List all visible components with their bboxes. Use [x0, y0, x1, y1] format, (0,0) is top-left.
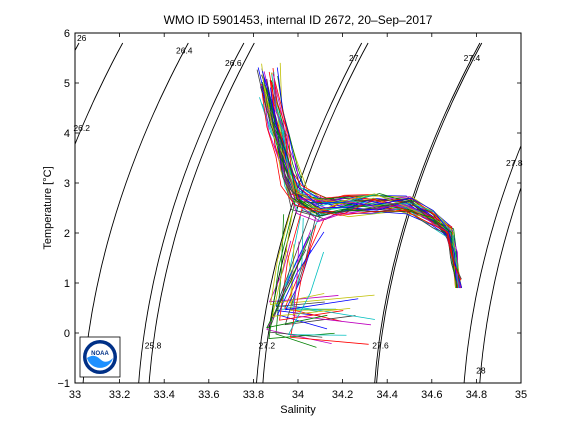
noaa-logo-text: NOAA	[91, 351, 109, 357]
profile-line	[284, 249, 359, 311]
isopycnal-label: 27.4	[464, 53, 481, 63]
profile-line	[275, 209, 325, 307]
profile-lines	[256, 62, 463, 348]
y-axis-ticks: −1 0 1 2 3 4 5 6	[57, 28, 521, 390]
isopycnal-line	[148, 42, 255, 383]
profile-line	[261, 83, 456, 289]
profile-line	[285, 248, 375, 304]
isopycnal-label: 27.6	[372, 341, 389, 351]
isopycnal-line	[479, 186, 521, 383]
y-tick-label: 0	[64, 328, 70, 340]
x-tick-label: 33	[69, 389, 81, 401]
noaa-logo-wave	[87, 355, 113, 368]
isopycnal-label: 27.8	[506, 158, 523, 168]
profile-line	[274, 91, 458, 289]
y-tick-label: 2	[64, 228, 70, 240]
isopycnal-label: 27.2	[259, 341, 276, 351]
isopycnal-line	[256, 42, 363, 383]
profile-line	[272, 72, 462, 289]
x-axis-label: Salinity	[280, 404, 316, 416]
y-tick-label: 4	[64, 128, 70, 140]
x-tick-label: 33.2	[109, 389, 130, 401]
isopycnal-label: 26.4	[176, 46, 193, 56]
isopycnal-line	[75, 42, 80, 52]
profile-line	[270, 80, 461, 289]
noaa-logo: NOAA	[79, 336, 121, 378]
y-tick-label: 3	[64, 178, 70, 190]
profile-line	[266, 236, 328, 329]
plot-frame	[74, 32, 522, 384]
profile-line	[292, 218, 375, 320]
x-tick-label: 33.8	[243, 389, 264, 401]
chart-title: WMO ID 5901453, internal ID 2672, 20–Sep…	[164, 13, 433, 27]
y-tick-label: 5	[64, 78, 70, 90]
isopycnal-label: 26.6	[225, 58, 242, 68]
profile-line	[261, 93, 462, 281]
profile-line	[292, 241, 372, 326]
isopycnal-line	[138, 42, 245, 383]
profile-line	[275, 214, 317, 348]
x-tick-label: 34.8	[466, 389, 487, 401]
isopycnal-label: 25.8	[145, 341, 162, 351]
isopycnal-lines	[75, 42, 521, 383]
y-tick-label: −1	[57, 378, 70, 390]
x-tick-label: 34.6	[421, 389, 442, 401]
profile-line	[275, 98, 458, 289]
profile-line	[279, 200, 344, 321]
profile-line	[271, 212, 351, 317]
profile-line	[290, 225, 369, 345]
isopycnal-line	[75, 42, 124, 146]
profile-line	[277, 231, 328, 330]
profile-line	[268, 194, 335, 339]
isopycnal-labels: 25.8 26 26.2 26.4 26.6 27 27.2 27.4 27.6 27.8 28	[73, 33, 522, 376]
isopycnal-label: 27	[349, 53, 359, 63]
isopycnal-line	[82, 42, 189, 383]
isopycnal-line	[374, 42, 481, 383]
isopycnal-label: 26.2	[73, 123, 90, 133]
isopycnal-line	[376, 42, 483, 383]
x-tick-label: 33.6	[198, 389, 219, 401]
profile-line	[269, 96, 458, 289]
x-tick-label: 33.4	[153, 389, 174, 401]
profile-line	[272, 68, 460, 279]
x-tick-label: 34.4	[376, 389, 397, 401]
x-tick-label: 34	[292, 389, 304, 401]
y-axis-label: Temperature [°C]	[42, 166, 54, 249]
x-tick-label: 34.2	[332, 389, 353, 401]
y-tick-label: 1	[64, 278, 70, 290]
x-axis-ticks: 33 33.2 33.4 33.6 33.8 34 34.2 34.4 34.6 34.8 35	[69, 33, 527, 401]
isopycnal-line	[463, 144, 521, 383]
profile-line	[280, 216, 337, 310]
y-tick-label: 6	[64, 28, 70, 40]
isopycnal-label: 26	[77, 33, 87, 43]
isopycnal-line	[262, 42, 369, 383]
profile-line	[277, 75, 461, 289]
profile-line	[276, 67, 458, 289]
isopycnal-label: 28	[476, 366, 486, 376]
x-tick-label: 35	[515, 389, 527, 401]
